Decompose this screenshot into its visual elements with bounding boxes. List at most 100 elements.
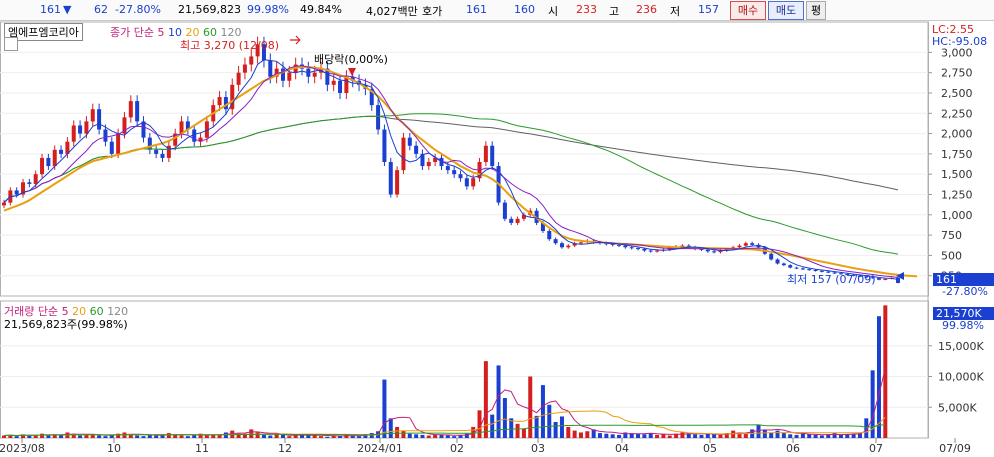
candle-body bbox=[769, 253, 774, 260]
buy-button[interactable]: 매수 bbox=[730, 1, 766, 20]
candle-body bbox=[876, 278, 881, 280]
open-price: 233 bbox=[576, 3, 597, 16]
candle-body bbox=[116, 133, 121, 154]
volume-bar bbox=[794, 434, 799, 438]
dividend-marker-icon bbox=[348, 68, 356, 76]
ma120-label: 120 bbox=[220, 26, 242, 39]
volume-bar bbox=[629, 433, 634, 438]
candle-body bbox=[312, 72, 317, 77]
price-box: 161 bbox=[933, 273, 994, 286]
panel-toggle-icon[interactable] bbox=[4, 37, 18, 51]
stock-name-label[interactable]: 엠에프엠코리아 bbox=[4, 23, 83, 41]
candle-body bbox=[223, 97, 228, 110]
volume-bar bbox=[876, 316, 881, 438]
candle-body bbox=[743, 243, 748, 246]
candle-body bbox=[718, 250, 723, 253]
volume-bar bbox=[604, 433, 609, 438]
volume-bar bbox=[718, 434, 723, 438]
candle-body bbox=[750, 243, 755, 245]
volume-bar bbox=[338, 436, 343, 438]
volume-bar bbox=[585, 431, 590, 438]
candle-body bbox=[471, 178, 476, 187]
volume-bar bbox=[280, 434, 285, 438]
ma10-label: 10 bbox=[167, 26, 182, 39]
candle-body bbox=[103, 129, 108, 142]
candle-body bbox=[572, 243, 577, 246]
candle-body bbox=[775, 259, 780, 264]
volume-bar bbox=[483, 361, 488, 438]
volume-bar bbox=[756, 425, 761, 438]
candle-body bbox=[376, 105, 381, 130]
candle-body bbox=[712, 251, 717, 253]
candle-body bbox=[147, 137, 152, 150]
candle-body bbox=[40, 157, 45, 175]
bid-price: 160 bbox=[514, 3, 535, 16]
candle-body bbox=[426, 162, 431, 167]
dividend-annotation: 배당락(0,00%) bbox=[314, 53, 388, 66]
candle-body bbox=[800, 268, 805, 270]
candle-body bbox=[192, 129, 197, 142]
candle-body bbox=[401, 137, 406, 171]
volume-bar bbox=[166, 433, 171, 438]
candle-body bbox=[109, 141, 114, 154]
candle-body bbox=[84, 121, 89, 134]
volume-bar bbox=[420, 434, 425, 438]
price-legend: 종가 단순 5 10 20 60 120 bbox=[110, 24, 241, 40]
volume-bar bbox=[71, 433, 76, 438]
quote-toolbar: 161 ▼ 62 -27.80% 21,569,823 99.98% 49.84… bbox=[0, 0, 994, 21]
x-tick-label: 04 bbox=[615, 442, 629, 455]
volume-bar bbox=[528, 376, 533, 438]
ma60-label: 60 bbox=[202, 26, 217, 39]
volume-bar bbox=[775, 430, 780, 438]
candle-body bbox=[566, 245, 571, 248]
axis-labels: 3,000 2,750 2,500 2,250 2,000 1,750 1,500 1,250… bbox=[0, 46, 984, 455]
candle-body bbox=[287, 72, 292, 81]
volume-bar bbox=[211, 434, 216, 438]
candle-body bbox=[617, 244, 622, 246]
candle-body bbox=[249, 56, 254, 65]
candle-body bbox=[46, 157, 51, 167]
candle-body bbox=[166, 145, 171, 158]
trade-amount: 4,027백만 bbox=[366, 5, 418, 18]
sell-button[interactable]: 매도 bbox=[768, 1, 804, 20]
volume-bar bbox=[319, 436, 324, 438]
volume-bar bbox=[610, 434, 615, 438]
volume-bar bbox=[642, 434, 647, 438]
high-annotation: 최고 3,270 (12/08) bbox=[180, 39, 280, 52]
volume-bar bbox=[699, 434, 704, 438]
ma20-label: 20 bbox=[185, 26, 200, 39]
eval-button[interactable]: 평 bbox=[806, 1, 826, 20]
volume-readout: 21,569,823주(99.98%) bbox=[4, 318, 128, 331]
candle-body bbox=[648, 250, 653, 252]
volume-bar bbox=[819, 435, 824, 438]
volume-bar bbox=[661, 434, 666, 438]
volume-bar bbox=[598, 433, 602, 438]
volume-bar bbox=[407, 433, 412, 438]
candle-body bbox=[515, 218, 520, 223]
vol-ma5-line bbox=[3, 368, 886, 437]
vol-ma120-label: 120 bbox=[107, 305, 129, 318]
volume-bar bbox=[838, 434, 843, 438]
volume-bar bbox=[325, 436, 330, 438]
volume-bar bbox=[864, 418, 869, 438]
volume-bar bbox=[147, 434, 152, 438]
candle-body bbox=[204, 121, 209, 138]
candle-body bbox=[255, 44, 260, 57]
volume-bar bbox=[300, 434, 304, 438]
volume-bar bbox=[762, 429, 767, 438]
volume-bar bbox=[845, 434, 850, 438]
candle-body bbox=[610, 244, 615, 246]
volume-legend: 거래량 단순 5 20 60 120 bbox=[4, 303, 128, 319]
volume-bar bbox=[883, 305, 888, 438]
candle-body bbox=[509, 218, 514, 223]
candle-body bbox=[198, 137, 203, 142]
volume-bar bbox=[414, 434, 419, 438]
ma20-line bbox=[3, 66, 918, 278]
candle-body bbox=[230, 84, 235, 110]
x-tick-label: 10 bbox=[107, 442, 121, 455]
volume-bar bbox=[490, 414, 495, 438]
volume-tick-label: 10,000K bbox=[938, 371, 984, 384]
volume-bar bbox=[680, 432, 685, 438]
volume-bar bbox=[268, 435, 273, 438]
